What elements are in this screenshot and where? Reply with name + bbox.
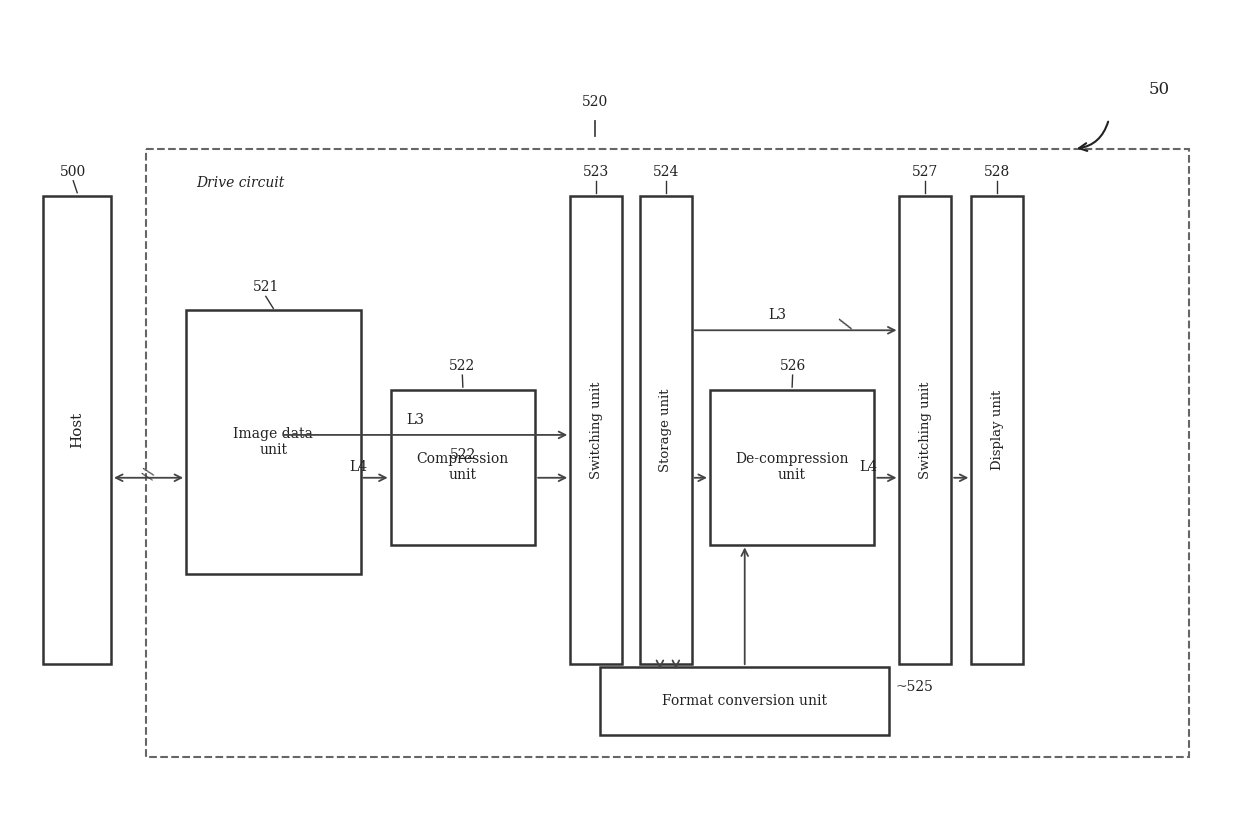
Text: Drive circuit: Drive circuit xyxy=(196,176,284,190)
Text: ~525: ~525 xyxy=(895,680,934,694)
Text: 50: 50 xyxy=(1148,80,1169,97)
Bar xyxy=(146,149,1189,757)
Text: Image data
unit: Image data unit xyxy=(233,428,314,458)
Text: //: // xyxy=(141,467,157,481)
Text: 528: 528 xyxy=(985,165,1011,179)
Bar xyxy=(391,390,536,545)
Text: 520: 520 xyxy=(582,95,608,109)
Text: Switching unit: Switching unit xyxy=(919,381,931,478)
Bar xyxy=(570,196,622,664)
Text: 522: 522 xyxy=(450,448,476,462)
Text: 524: 524 xyxy=(652,165,680,179)
Text: L4: L4 xyxy=(859,459,878,474)
Text: L3: L3 xyxy=(769,308,786,323)
Text: Display unit: Display unit xyxy=(991,390,1003,470)
Text: 500: 500 xyxy=(60,165,87,179)
Text: Host: Host xyxy=(71,412,84,448)
Text: 527: 527 xyxy=(913,165,939,179)
Text: Format conversion unit: Format conversion unit xyxy=(662,694,827,708)
Text: Compression
unit: Compression unit xyxy=(417,452,508,482)
Text: L3: L3 xyxy=(407,413,424,427)
Bar xyxy=(43,196,112,664)
Text: 526: 526 xyxy=(780,359,806,373)
Bar xyxy=(186,310,361,574)
Bar xyxy=(640,196,692,664)
Bar xyxy=(899,196,951,664)
Text: Switching unit: Switching unit xyxy=(589,381,603,478)
Text: De-compression
unit: De-compression unit xyxy=(735,452,849,482)
Bar xyxy=(600,667,889,735)
Text: Storage unit: Storage unit xyxy=(660,388,672,472)
Text: 521: 521 xyxy=(253,280,279,294)
Bar xyxy=(709,390,874,545)
Text: 522: 522 xyxy=(449,359,475,373)
Text: L4: L4 xyxy=(350,459,367,474)
Text: 523: 523 xyxy=(583,165,609,179)
Text: /: / xyxy=(838,317,857,329)
Bar xyxy=(971,196,1023,664)
